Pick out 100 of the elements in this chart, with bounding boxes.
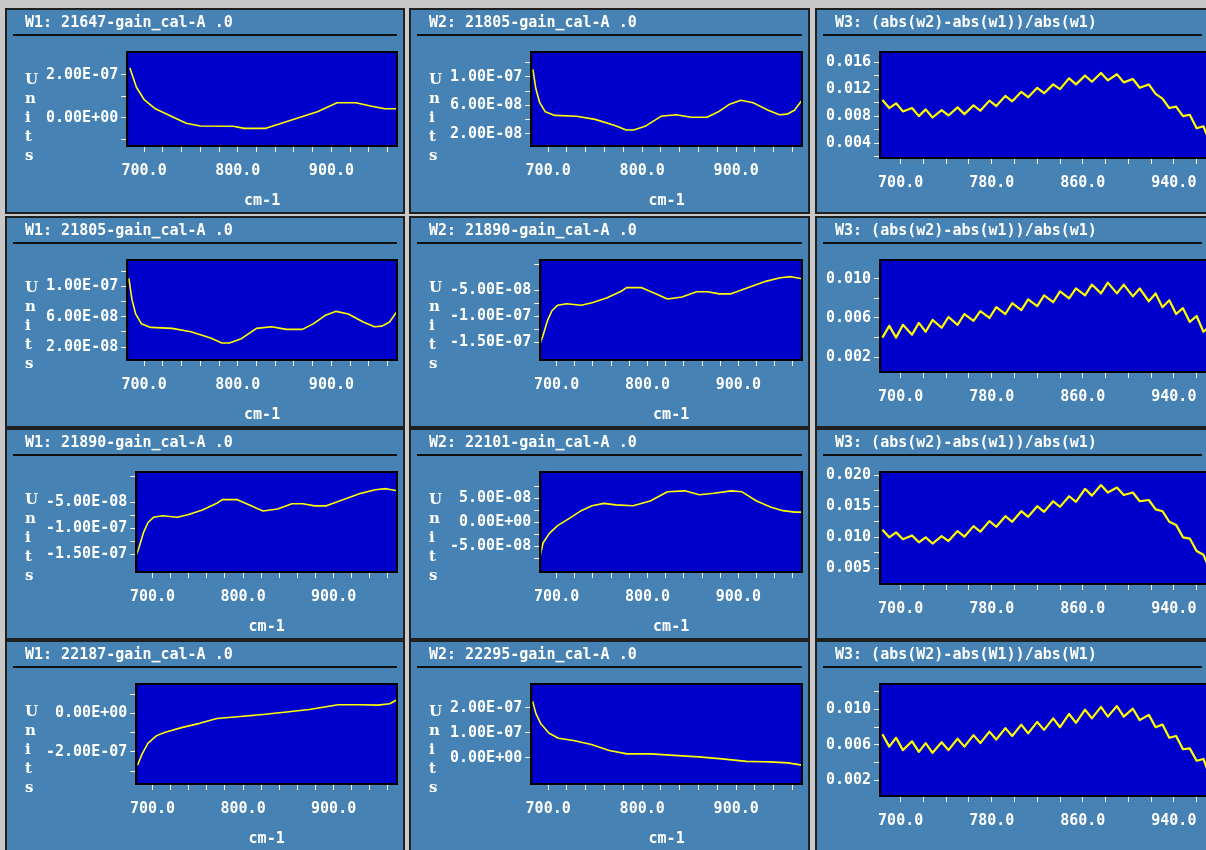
x-tick-label: 700.0 (534, 586, 580, 605)
x-tick-label: 700.0 (129, 798, 176, 817)
x-tick-label: 800.0 (624, 586, 671, 605)
chart-title: W3: (abs(W2)-abs(W1))/abs(W1) (823, 642, 1202, 668)
x-tick-label: 900.0 (713, 160, 759, 179)
x-tick-label: 700.0 (129, 586, 176, 605)
x-tick-label: 700.0 (525, 798, 571, 817)
y-tick-label: 6.00E-08 (46, 306, 119, 325)
y-axis-title: Units (25, 70, 39, 165)
y-axis-title: Units (429, 278, 443, 373)
y-axis-title: Units (25, 702, 39, 797)
x-tick-label: 940.0 (1151, 598, 1197, 617)
x-tick-label: 780.0 (969, 598, 1015, 617)
x-tick-label: 700.0 (534, 374, 580, 393)
x-tick-label: 700.0 (878, 598, 924, 617)
x-tick-label: 700.0 (878, 810, 924, 829)
chart-title: W1: 21647-gain_cal-A .0 (13, 10, 397, 36)
y-tick-label: 2.00E-07 (46, 64, 119, 83)
y-tick-label: 0.010 (826, 527, 872, 546)
chart-title: W2: 21805-gain_cal-A .0 (417, 10, 802, 36)
x-tick-label: 800.0 (619, 160, 665, 179)
x-axis-title: cm-1 (653, 404, 690, 423)
x-tick-label: 800.0 (220, 586, 266, 605)
y-tick-label: 0.006 (826, 307, 872, 326)
x-tick-label: 700.0 (121, 160, 167, 179)
y-tick-label: -5.00E-08 (450, 280, 532, 299)
chart-title: W2: 22295-gain_cal-A .0 (417, 642, 802, 668)
x-tick-label: 700.0 (878, 386, 924, 405)
x-tick-label: 780.0 (969, 810, 1015, 829)
x-tick-label: 800.0 (220, 798, 266, 817)
x-tick-label: 800.0 (624, 374, 671, 393)
x-tick-label: 780.0 (969, 172, 1015, 191)
x-axis-title: cm-1 (244, 190, 281, 209)
x-tick-label: 800.0 (215, 374, 261, 393)
x-tick-label: 900.0 (311, 586, 357, 605)
chart-title: W3: (abs(w2)-abs(w1))/abs(w1) (823, 10, 1202, 36)
chart-title: W1: 22187-gain_cal-A .0 (13, 642, 397, 668)
x-tick-label: 900.0 (308, 160, 355, 179)
x-tick-label: 700.0 (121, 374, 167, 393)
x-tick-label: 860.0 (1060, 172, 1106, 191)
x-tick-label: 940.0 (1151, 386, 1197, 405)
x-tick-label: 860.0 (1060, 598, 1106, 617)
x-tick-label: 940.0 (1151, 172, 1197, 191)
chart-title: W2: 21890-gain_cal-A .0 (417, 218, 802, 244)
y-axis-title: Units (429, 490, 443, 585)
x-tick-label: 860.0 (1060, 386, 1106, 405)
x-axis-title: cm-1 (648, 190, 685, 209)
y-tick-label: 0.002 (826, 770, 872, 789)
x-axis-title: cm-1 (244, 404, 281, 423)
y-tick-label: 0.012 (826, 79, 872, 98)
x-tick-label: 900.0 (715, 374, 761, 393)
x-tick-label: 900.0 (311, 798, 357, 817)
x-tick-label: 800.0 (619, 798, 665, 817)
y-tick-label: 0.008 (826, 106, 872, 125)
y-axis-title: Units (429, 70, 443, 165)
y-axis-title: Units (429, 702, 443, 797)
x-tick-label: 860.0 (1060, 810, 1106, 829)
y-tick-label: 0.00E+00 (46, 107, 119, 126)
x-tick-label: 900.0 (715, 586, 761, 605)
y-tick-label: -1.50E-07 (450, 332, 532, 351)
y-tick-label: -5.00E-08 (46, 492, 128, 511)
y-tick-label: 0.00E+00 (459, 512, 532, 531)
y-tick-label: -5.00E-08 (450, 536, 532, 555)
y-tick-label: 2.00E-07 (450, 697, 523, 716)
y-tick-label: 0.020 (826, 465, 872, 483)
y-tick-label: 1.00E-07 (450, 722, 523, 741)
chart-title: W3: (abs(w2)-abs(w1))/abs(w1) (823, 218, 1202, 244)
y-tick-label: 0.010 (826, 268, 872, 287)
y-tick-label: 0.006 (826, 734, 872, 753)
y-tick-label: 0.016 (826, 52, 872, 71)
x-axis-title: cm-1 (648, 828, 685, 847)
y-axis-title: Units (25, 278, 39, 373)
y-tick-label: 0.002 (826, 347, 872, 366)
x-tick-label: 780.0 (969, 386, 1015, 405)
y-tick-label: 0.005 (826, 558, 872, 577)
y-tick-label: 0.015 (826, 496, 872, 515)
y-tick-label: 1.00E-07 (46, 276, 119, 295)
x-tick-label: 940.0 (1151, 810, 1197, 829)
x-axis-title: cm-1 (653, 616, 690, 635)
y-tick-label: 2.00E-08 (46, 337, 119, 356)
x-tick-label: 900.0 (308, 374, 355, 393)
y-axis-title: Units (25, 490, 39, 585)
y-tick-label: -1.00E-07 (450, 306, 532, 325)
x-axis-title: cm-1 (248, 828, 285, 847)
y-tick-label: 0.00E+00 (55, 703, 128, 722)
x-tick-label: 700.0 (878, 172, 924, 191)
x-tick-label: 900.0 (713, 798, 759, 817)
chart-title: W1: 21890-gain_cal-A .0 (13, 430, 397, 456)
y-tick-label: 5.00E-08 (459, 487, 532, 506)
y-tick-label: 1.00E-07 (450, 66, 523, 85)
y-tick-label: -2.00E-07 (46, 741, 128, 760)
x-axis-title: cm-1 (248, 616, 285, 635)
x-tick-label: 800.0 (215, 160, 261, 179)
x-tick-label: 700.0 (525, 160, 571, 179)
chart-title: W2: 22101-gain_cal-A .0 (417, 430, 802, 456)
y-tick-label: -1.00E-07 (46, 518, 128, 537)
y-tick-label: 0.00E+00 (450, 747, 523, 766)
y-tick-label: 2.00E-08 (450, 123, 523, 142)
chart-title: W1: 21805-gain_cal-A .0 (13, 218, 397, 244)
y-tick-label: 6.00E-08 (450, 95, 523, 114)
